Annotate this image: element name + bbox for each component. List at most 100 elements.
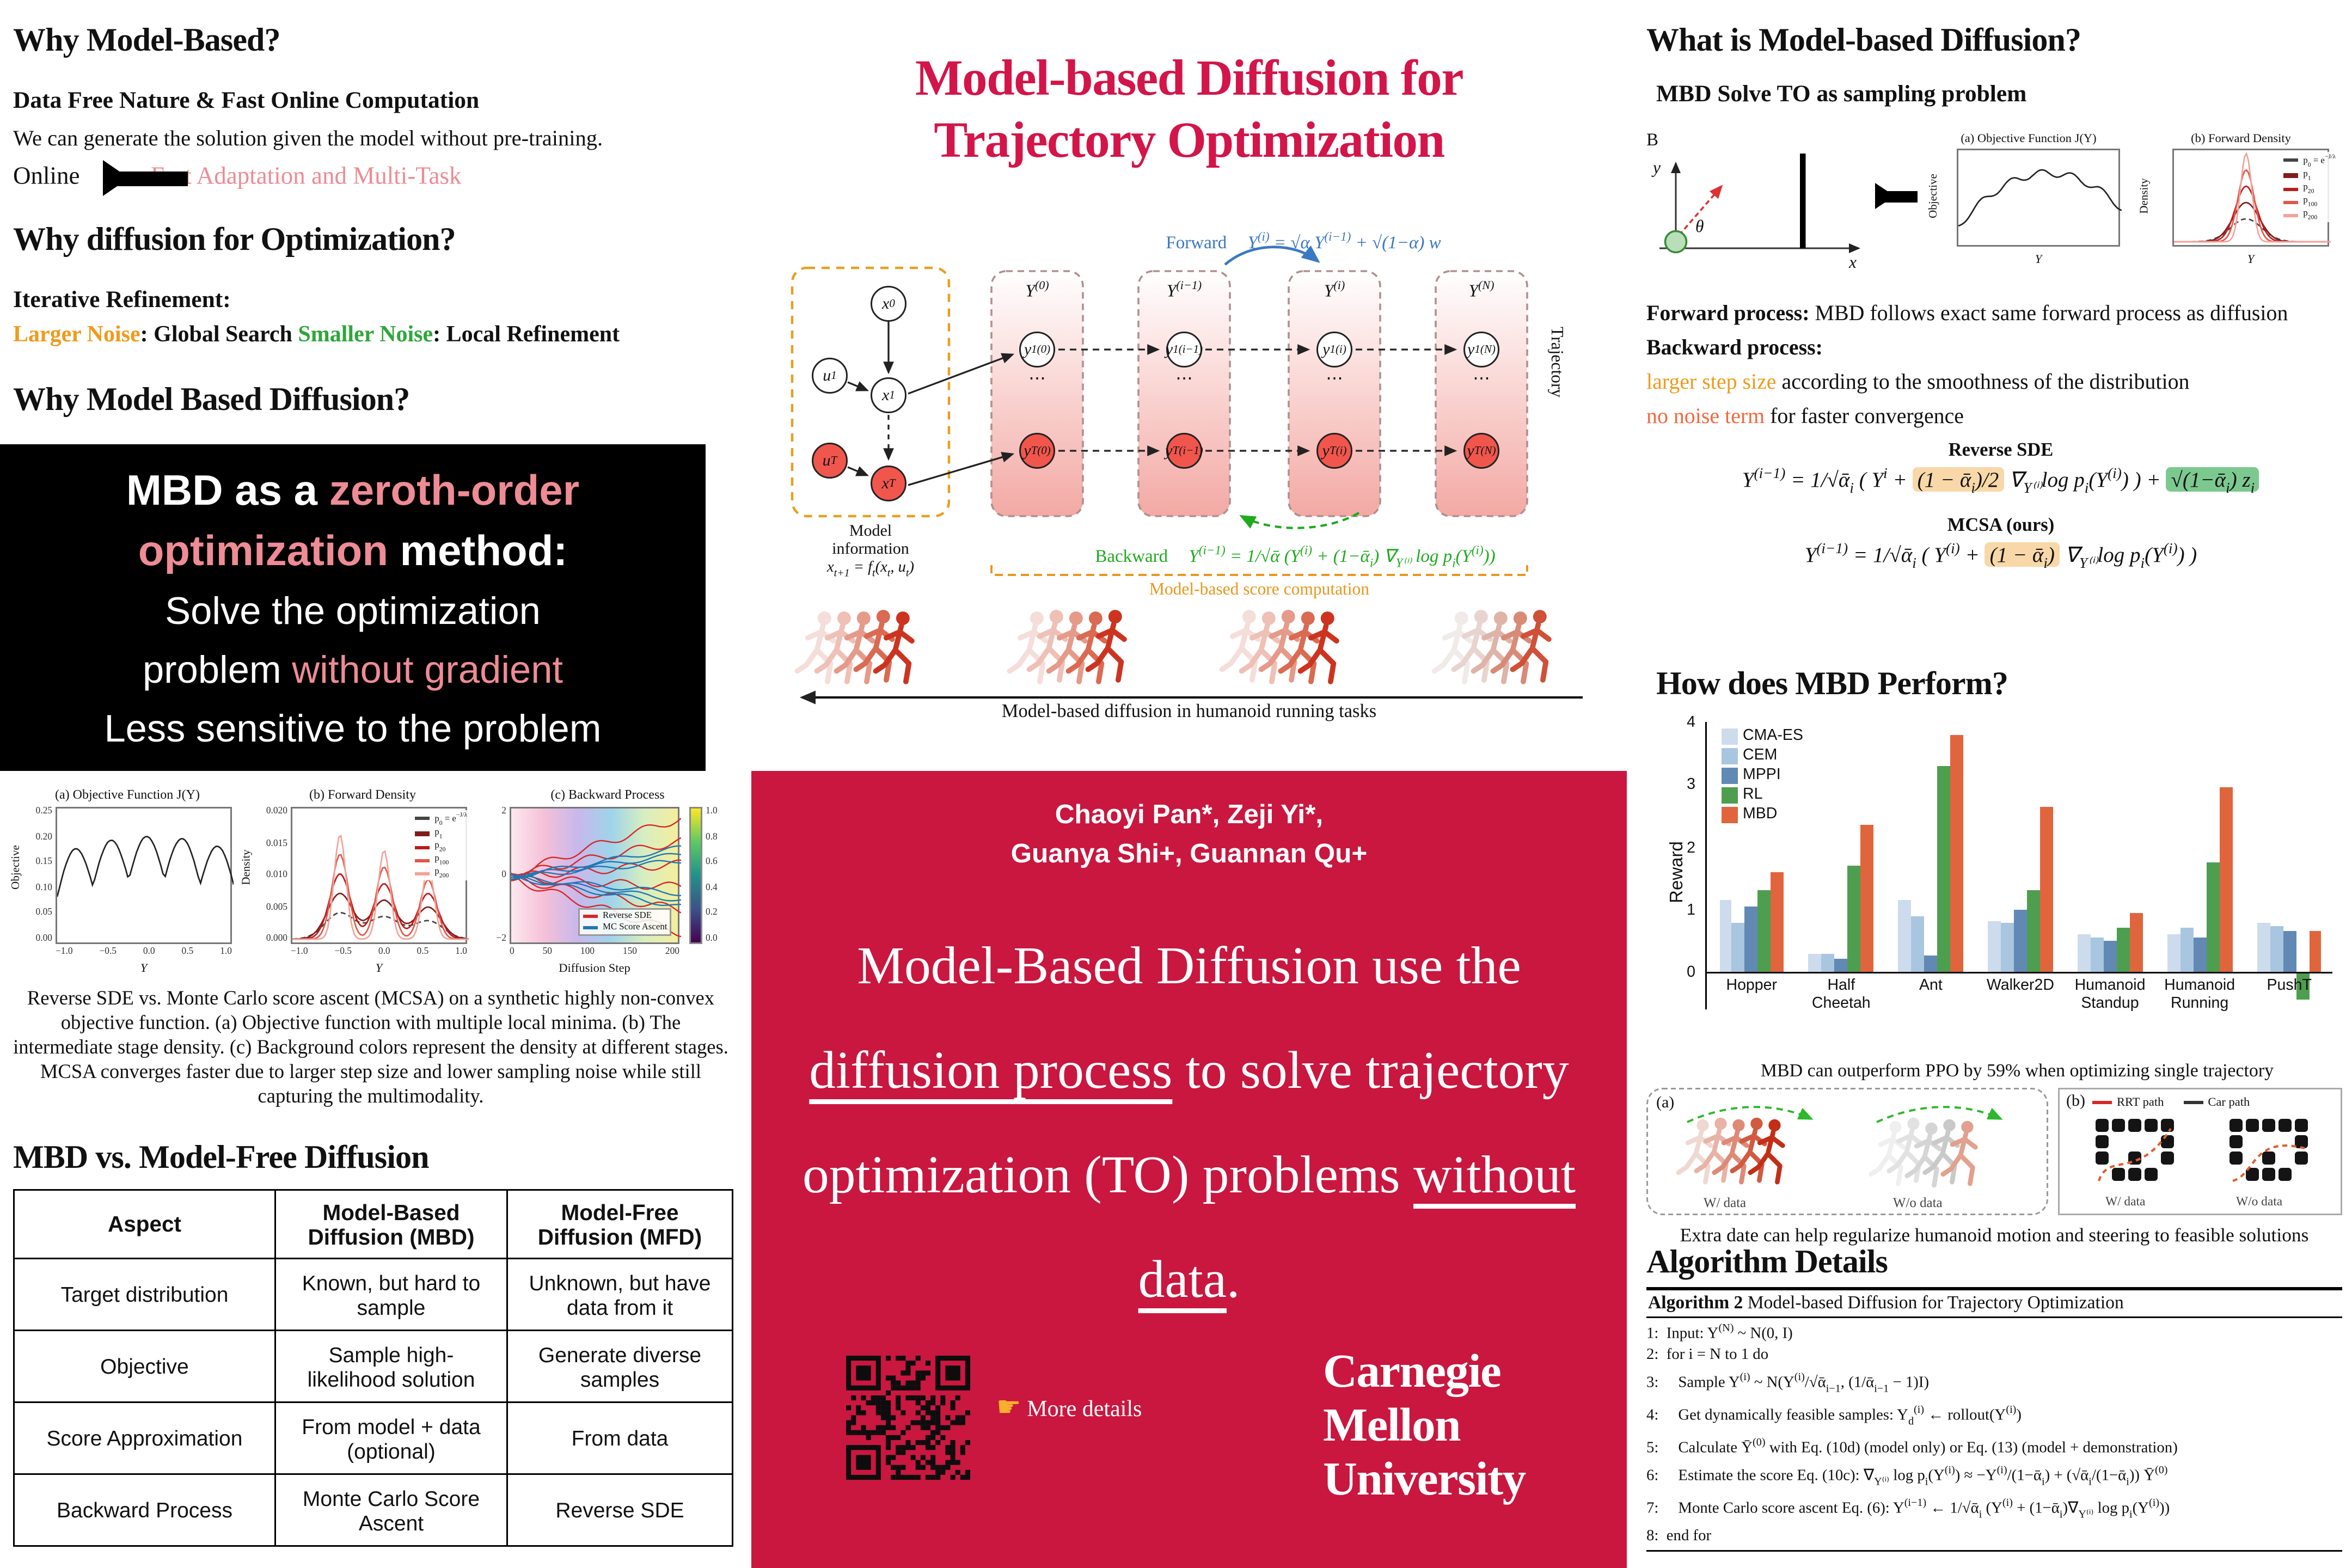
reverse-sde-label: Reverse SDE [1948,441,2054,461]
bar-MPPI [2014,909,2027,972]
global-search-text: : Global Search [140,323,298,348]
tick-label: 2 [501,807,506,817]
x-axis-line [1707,972,2332,974]
legend-label: p100 [2303,196,2318,208]
bar-CEM [2269,927,2283,972]
legend-item: CMA-ES [1722,727,1803,745]
col3-head: Y(N) [1468,278,1494,302]
legend-item: p0 = e−J/λ [415,812,467,826]
legend-item: p1 [2283,170,2336,181]
col1-y1: y 1 (i−1) [1166,332,1203,367]
legend-swatch [415,845,430,849]
col0-dots: ⋯ [1028,371,1046,389]
legend-item: p100 [415,855,467,866]
col0-yT: y T (0) [1019,433,1055,469]
tick-label: −0.5 [334,947,352,957]
humanoid-regularize-figure: (a) W/ data W/o data [1646,1088,2048,1215]
legend-item: MBD [1722,805,1803,823]
objective-function-plot: (a) Objective Function J(Y) Objective 0.… [9,787,242,980]
bar-CEM [2180,928,2194,972]
maze-w-data [2096,1119,2174,1181]
box-line-3: Solve the optimization [165,590,541,632]
tick-label: 50 [542,947,552,957]
bar-RL [2026,890,2040,972]
right-arrow-icon [1875,183,1918,209]
cartpole-b-label: B [1646,131,1659,150]
tick-label: 0.25 [35,807,52,817]
col1-dots: ⋯ [1175,371,1193,389]
plot-c-xticks: 0 50 100 150 200 [510,947,679,957]
box-l4a: problem [142,648,292,691]
mcsa-pre: Y(i−1) = 1/√ᾱi ( Y(i) + [1804,541,1985,572]
online-pink-text: Fast Adaptation and Multi-Task [150,164,462,191]
mini-b-title: (b) Forward Density [2191,131,2291,145]
tick-label: 1.0 [455,947,467,957]
algorithm-box: Algorithm 2 Model-based Diffusion for Tr… [1646,1287,2342,1553]
perf-chart-plot: Hopper Half Cheetah Ant Walker2D Humanoid St… [1705,722,2332,1012]
curve [511,874,682,902]
col2-head: Y(i) [1324,278,1345,302]
y-tick: 2 [1687,838,1695,857]
humanoid-cluster-4 [1429,608,1586,689]
bar-RL [2206,862,2219,972]
bar-RL [1937,765,1951,972]
larger-step-size-text: larger step size [1646,369,1777,394]
noise-line: Larger Noise: Global Search Smaller Nois… [13,323,620,350]
curve [511,875,681,897]
backward-label: Backward [1095,546,1168,566]
authors-line2: Guanya Shi+, Guannan Qu+ [1010,840,1368,869]
tick-label: 0 [510,947,514,957]
tick-label: 0.8 [706,832,718,842]
tick-label: 0.015 [266,838,287,849]
tick-label: 0.05 [35,909,52,919]
cell: From model + data (optional) [274,1401,508,1475]
category-label: Half Cheetah [1811,977,1871,1012]
plot-c-title: (c) Backward Process [550,787,665,802]
legend-label: p200 [434,867,449,880]
legend-label: p1 [434,828,443,840]
forward-formula: Y(i) = √α Y(i−1) + √(1−α) w [1247,229,1441,253]
plot-c-yticks: 2 0 −2 [487,807,506,944]
rsde-step-highlight: (1 − ᾱi)/2 [1912,467,2004,497]
curve [511,873,682,890]
legend-swatch [583,914,598,918]
fig-b-w-data-label: W/ data [2105,1194,2146,1209]
tick-label: 0.00 [35,934,52,944]
backward-formula-row: Backward Y(i−1) = 1/√ᾱ (Y(i) + (1−ᾱi) ∇Y… [965,542,1625,570]
comparison-table: Aspect Model-Based Diffusion (MBD) Model… [13,1189,733,1547]
bar-MPPI [2282,931,2296,972]
tick-label: 200 [665,947,679,957]
legend-item: Reverse SDE [583,911,667,921]
tick-label: 0.10 [35,883,52,893]
tick-label: 1.0 [220,947,232,957]
tick-label: 150 [622,947,637,957]
highlight-panel: Chaoyi Pan*, Zeji Yi*, Guanya Shi+, Guan… [751,771,1627,1568]
legend-swatch [1722,806,1738,823]
cell: Reverse SDE [506,1473,733,1547]
humanoid-strip-caption: Model-based diffusion in humanoid runnin… [1001,702,1377,722]
rrt-path-label: RRT path [2117,1094,2164,1109]
col1-head: Y(i−1) [1166,278,1202,302]
backward-curves [511,818,682,938]
legend-label: CMA-ES [1743,727,1803,745]
bar-MPPI [1745,906,1759,972]
fig-a-w-data-label: W/ data [1704,1196,1747,1210]
y-tick: 1 [1687,901,1695,920]
cell: Generate diverse samples [506,1330,733,1403]
heading-algorithm-details: Algorithm Details [1646,1245,1888,1281]
bar-CEM [1911,915,1925,972]
bar-CMA-ES [2077,934,2091,972]
right-arrow-icon [102,160,187,196]
plot-a-yticks: 0.25 0.20 0.15 0.10 0.05 0.00 [23,807,52,944]
box-l2a: optimization [138,526,388,575]
plot-a-ylabel: Objective [9,845,22,890]
legend-item: MPPI [1722,766,1803,784]
legend-swatch [415,817,430,821]
table-header-row: Aspect Model-Based Diffusion (MBD) Model… [13,1189,733,1259]
curve [2174,151,2331,243]
left-direction-arrow [799,690,1583,705]
legend-item: p200 [2283,210,2336,221]
